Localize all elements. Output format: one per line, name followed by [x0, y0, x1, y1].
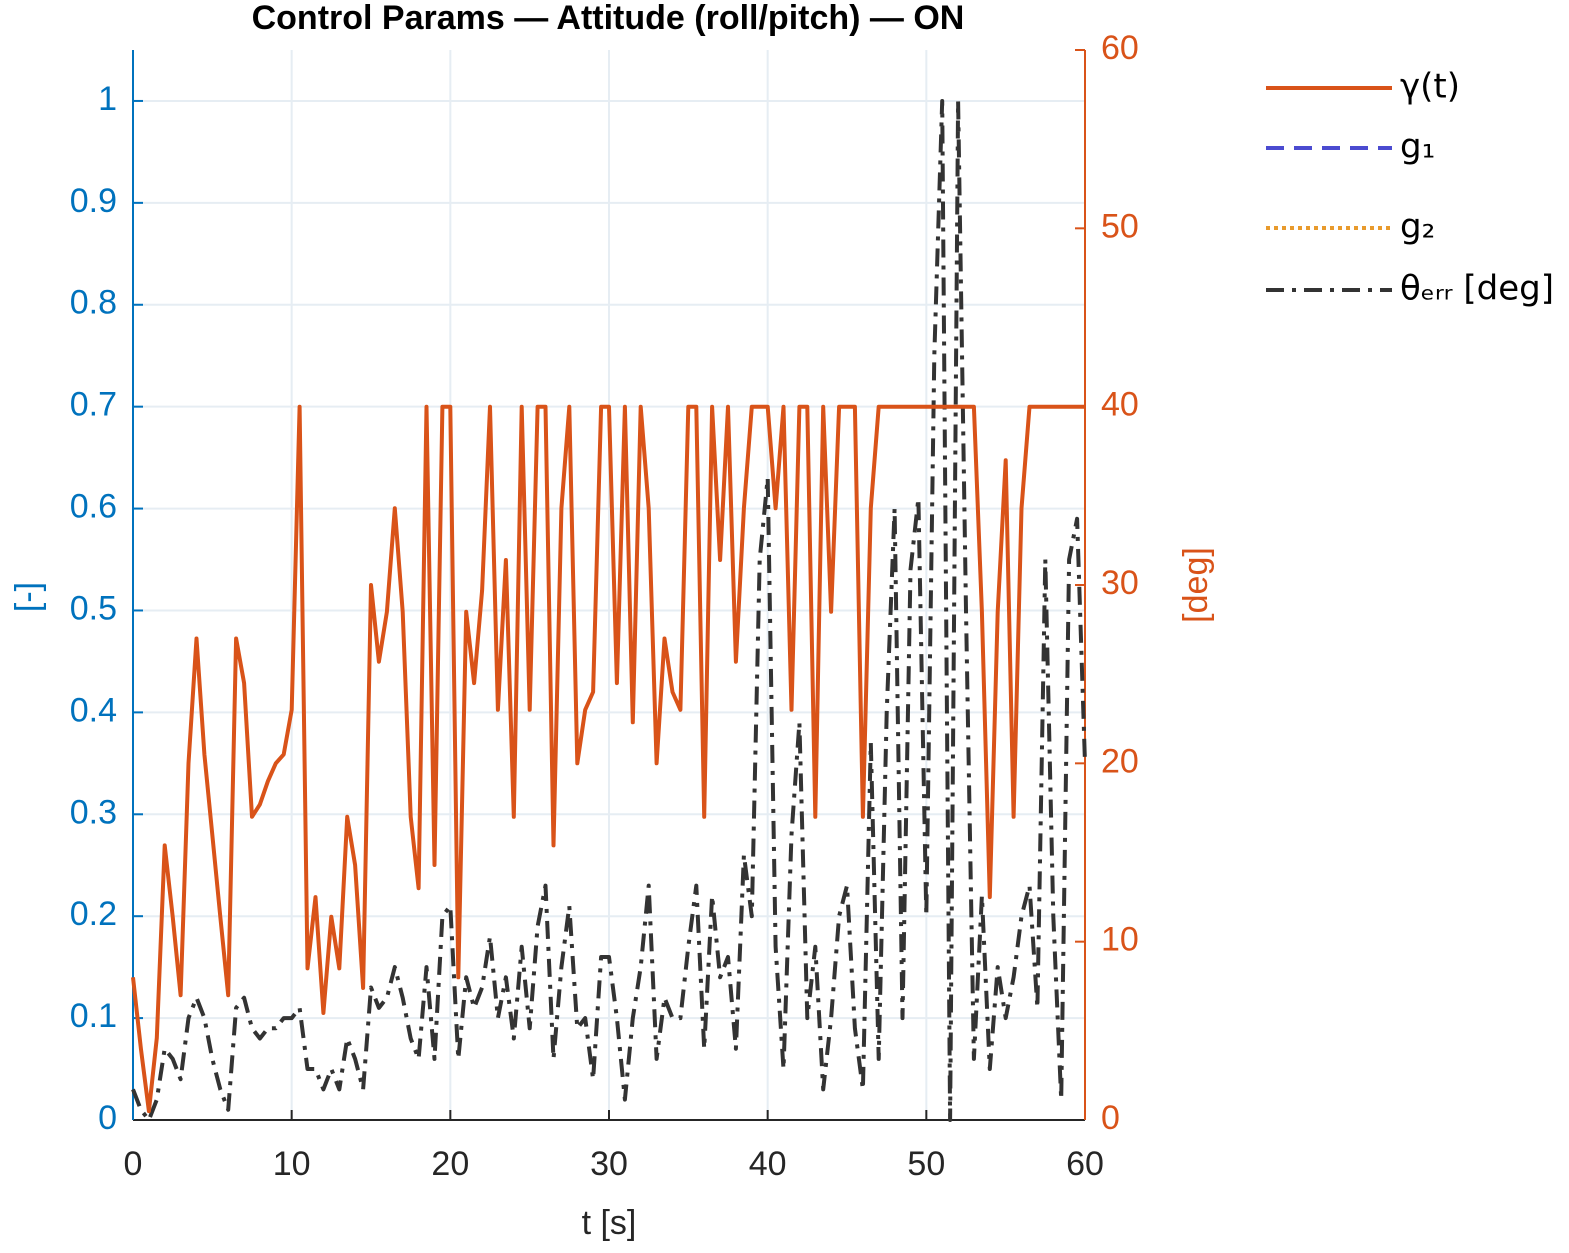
legend-label: γ(t)	[1400, 67, 1460, 107]
x-tick-label: 40	[749, 1145, 787, 1183]
series-line	[131, 99, 1087, 1122]
x-tick-label: 0	[124, 1145, 143, 1183]
y-tick-label: 0.9	[70, 182, 117, 220]
y2-tick-label: 20	[1101, 742, 1139, 780]
chart-title: Control Params — Attitude (roll/pitch) —…	[252, 0, 965, 37]
series-line	[131, 404, 1085, 1114]
y-tick-label: 0	[98, 1099, 117, 1137]
y-tick-label: 0.8	[70, 284, 117, 322]
x-tick-label: 10	[273, 1145, 311, 1183]
legend-label: θₑᵣᵣ [deg]	[1400, 269, 1554, 309]
x-tick-label: 30	[590, 1145, 628, 1183]
y2-tick-label: 30	[1101, 564, 1139, 602]
x-tick-label: 60	[1066, 1145, 1104, 1183]
y-tick-label: 1	[98, 80, 117, 118]
y2-tick-label: 10	[1101, 921, 1139, 959]
y-tick-label: 0.1	[70, 997, 117, 1035]
y2-tick-label: 0	[1101, 1099, 1120, 1137]
y-tick-label: 0.2	[70, 895, 117, 933]
legend-label: g₁	[1400, 127, 1435, 167]
y-axis-label: [-]	[9, 582, 47, 612]
y-tick-label: 0.6	[70, 488, 117, 526]
y-tick-label: 0.3	[70, 793, 117, 831]
y2-axis-label: [deg]	[1177, 547, 1215, 623]
y-tick-label: 0.7	[70, 386, 117, 424]
y2-tick-label: 60	[1101, 29, 1139, 67]
x-axis-label: t [s]	[582, 1204, 637, 1242]
y-tick-label: 0.4	[70, 691, 117, 729]
y-tick-label: 0.5	[70, 589, 117, 627]
y2-tick-label: 40	[1101, 386, 1139, 424]
y2-tick-label: 50	[1101, 207, 1139, 245]
x-tick-label: 20	[431, 1145, 469, 1183]
legend-label: g₂	[1400, 207, 1435, 247]
x-tick-label: 50	[907, 1145, 945, 1183]
